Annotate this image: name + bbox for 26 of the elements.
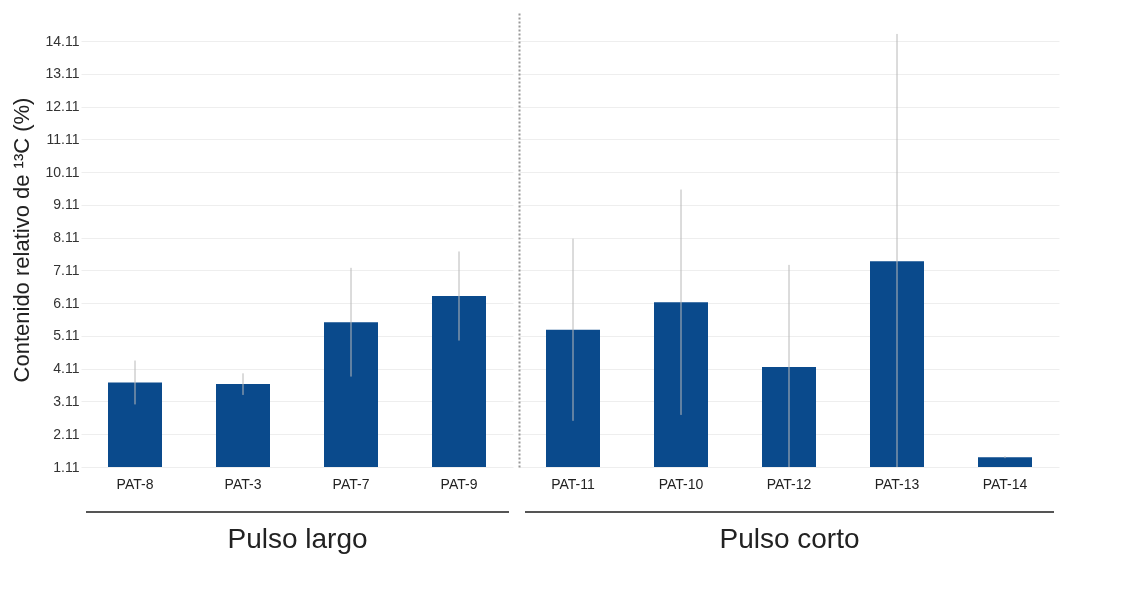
x-tick-label: PAT-11 (551, 475, 595, 492)
y-tick-label: 5.11 (53, 327, 80, 344)
y-tick-label: 8.11 (53, 229, 80, 246)
y-tick-label: 13.11 (45, 65, 80, 82)
y-tick-label: 7.11 (53, 261, 80, 278)
y-tick-label: 1.11 (53, 458, 80, 475)
y-tick-label: 2.11 (53, 425, 80, 442)
x-tick-label: PAT-13 (874, 475, 920, 492)
y-tick-label: 14.11 (45, 32, 80, 49)
y-tick-label: 12.11 (45, 98, 80, 115)
x-tick-label: PAT-14 (982, 475, 1028, 492)
x-tick-label: PAT-9 (440, 475, 478, 492)
y-tick-label: 11.11 (46, 130, 80, 147)
y-tick-label: 6.11 (53, 294, 80, 311)
y-tick-label: 10.11 (45, 163, 80, 180)
x-tick-label: PAT-8 (116, 475, 154, 492)
y-tick-label: 4.11 (53, 360, 80, 377)
y-tick-label: 3.11 (53, 392, 80, 409)
y-tick-label: 9.11 (53, 196, 80, 213)
x-axis-title: Pulso corto (719, 522, 860, 554)
x-tick-label: PAT-3 (224, 475, 262, 492)
x-tick-label: PAT-12 (766, 475, 812, 492)
x-tick-label: PAT-7 (332, 475, 370, 492)
x-tick-label: PAT-10 (658, 475, 704, 492)
y-axis-title: Contenido relativo de ¹³C (%) (8, 97, 34, 383)
x-axis-title: Pulso largo (227, 522, 368, 554)
